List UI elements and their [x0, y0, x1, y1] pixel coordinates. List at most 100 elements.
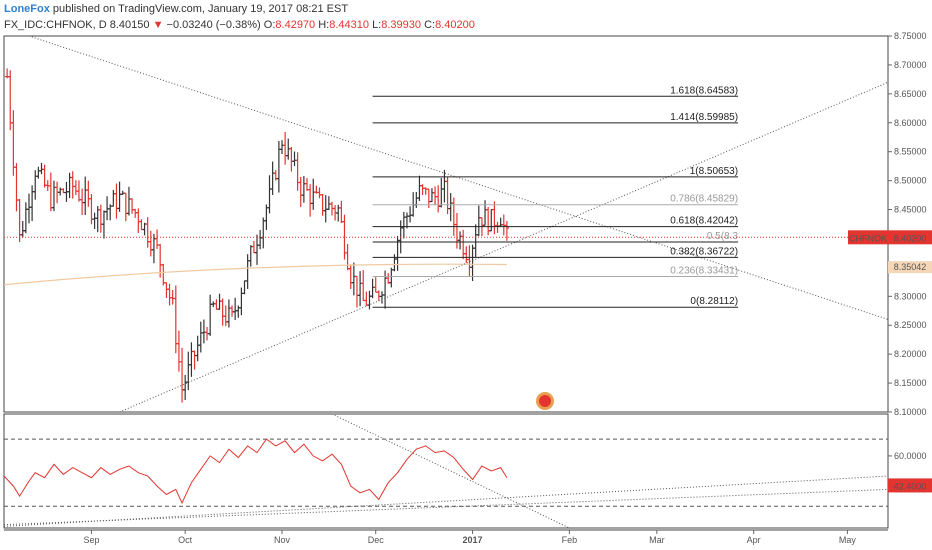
ohlc-bar [373, 277, 378, 293]
ohlc-bar [148, 230, 154, 257]
ohlc-bar [29, 185, 35, 222]
ohlc-bar [267, 175, 272, 214]
ohlc-bar [254, 234, 260, 265]
y-tick-label: 8.10000 [894, 407, 927, 417]
ohlc-bar [101, 210, 107, 239]
ohlc-bar [226, 299, 232, 328]
symbol-tag-text: CHFNOK [849, 233, 887, 243]
x-tick-label: 2017 [463, 535, 483, 545]
open-value: 8.42970 [275, 19, 316, 31]
x-tick-label: Mar [649, 535, 665, 545]
ohlc-bar [282, 131, 288, 165]
ohlc-bar [20, 220, 25, 238]
ohlc-bar [376, 290, 382, 302]
ohlc-bar [245, 254, 250, 289]
ohlc-bar [289, 146, 294, 172]
ohlc-bar [232, 297, 238, 321]
x-tick-label: Sep [83, 535, 99, 545]
y-tick-label: 8.15000 [894, 378, 927, 388]
x-tick-label: Dec [368, 535, 385, 545]
fib-level-label: 0.5(8.3 [707, 231, 739, 242]
close-value: 8.40200 [435, 19, 475, 31]
rsi-pane [3, 413, 889, 529]
x-tick-label: Nov [274, 535, 291, 545]
ohlc-bar [248, 245, 253, 267]
ohlc-bar [17, 198, 22, 243]
downtrend-line[interactable] [28, 36, 888, 320]
ohlc-bar [189, 342, 194, 377]
ohlc-bar [26, 193, 32, 224]
y-tick-label: 8.60000 [894, 118, 927, 128]
moving-average-line [4, 263, 507, 286]
y-tick-label: 8.20000 [894, 349, 927, 359]
ohlc-bar [104, 196, 110, 221]
ohlc-bar [229, 305, 235, 317]
ohlc-bar [198, 321, 203, 353]
rsi-line [4, 438, 508, 505]
ohlc-bar [423, 187, 428, 195]
fib-level-label: 0(8.28112) [690, 296, 738, 307]
ohlc-bar [442, 169, 447, 203]
uptrend-line[interactable] [119, 81, 888, 412]
y-tick-label: 8.30000 [894, 291, 927, 301]
ohlc-bar [186, 351, 191, 391]
y-tick-label: 8.45000 [894, 205, 927, 215]
symbol-tag [848, 230, 888, 245]
ohlc-bar [58, 187, 63, 196]
ohlc-bar [242, 280, 247, 295]
fib-level-label: 0.382(8.36722) [670, 246, 738, 257]
rsi-value-tag [888, 478, 932, 493]
ohlc-bar [79, 188, 85, 215]
ohlc-bar [292, 151, 297, 167]
fib-level-label: 1.414(8.59985) [670, 112, 738, 123]
down-arrow-icon: ▼ [152, 19, 164, 31]
ohlc-bar [76, 180, 82, 202]
ohlc-bar [207, 294, 213, 336]
ohlc-bar [276, 140, 282, 193]
x-tick-label: Apr [747, 535, 761, 545]
ohlc-bar [420, 184, 425, 195]
y-tick-label: 8.70000 [894, 60, 927, 70]
ohlc-bar [464, 246, 469, 263]
ohlc-bar [195, 335, 200, 362]
ohlc-bar [167, 283, 172, 306]
ohlc-bar [392, 254, 397, 272]
ohlc-bar [311, 178, 316, 210]
ohlc-bar [145, 217, 150, 248]
ohlc-bar [70, 171, 75, 199]
ohlc-bar [139, 219, 144, 231]
ohlc-bar [8, 70, 13, 131]
ohlc-bar [317, 187, 322, 199]
ohlc-bar [435, 185, 441, 213]
ohlc-bar [33, 170, 38, 200]
ohlc-bar [389, 267, 394, 288]
ohlc-bar [473, 224, 478, 258]
rsi-uptrend-line[interactable] [4, 475, 888, 527]
ohlc-bar [361, 270, 366, 302]
rsi-trend-line-2[interactable] [4, 488, 888, 526]
change-text: −0.03240 (−0.38%) [166, 19, 261, 31]
ohlc-bar [142, 222, 147, 236]
high-value: 8.44310 [329, 19, 369, 31]
ohlc-bar [270, 161, 275, 195]
y-tick-label: 8.65000 [894, 89, 927, 99]
ohlc-bar [129, 198, 135, 214]
x-tick-label: May [839, 535, 857, 545]
ohlc-bar [454, 213, 460, 249]
y-tick-label: 8.55000 [894, 147, 927, 157]
ohlc-bar [154, 229, 160, 249]
x-tick-label: Oct [178, 535, 193, 545]
ohlc-bar [251, 240, 257, 254]
ohlc-bar [336, 204, 341, 222]
author-link[interactable]: LoneFox [4, 3, 50, 15]
ma-tag [888, 261, 932, 274]
ohlc-bar [301, 176, 307, 203]
ohlc-bar [470, 244, 475, 282]
ohlc-bar [504, 221, 510, 241]
fib-level-label: 0.236(8.33431) [670, 265, 738, 276]
rsi-downtrend-line[interactable] [331, 414, 570, 528]
ohlc-bar [345, 243, 350, 271]
ohlc-bar [417, 175, 422, 201]
ohlc-bar [492, 201, 497, 235]
